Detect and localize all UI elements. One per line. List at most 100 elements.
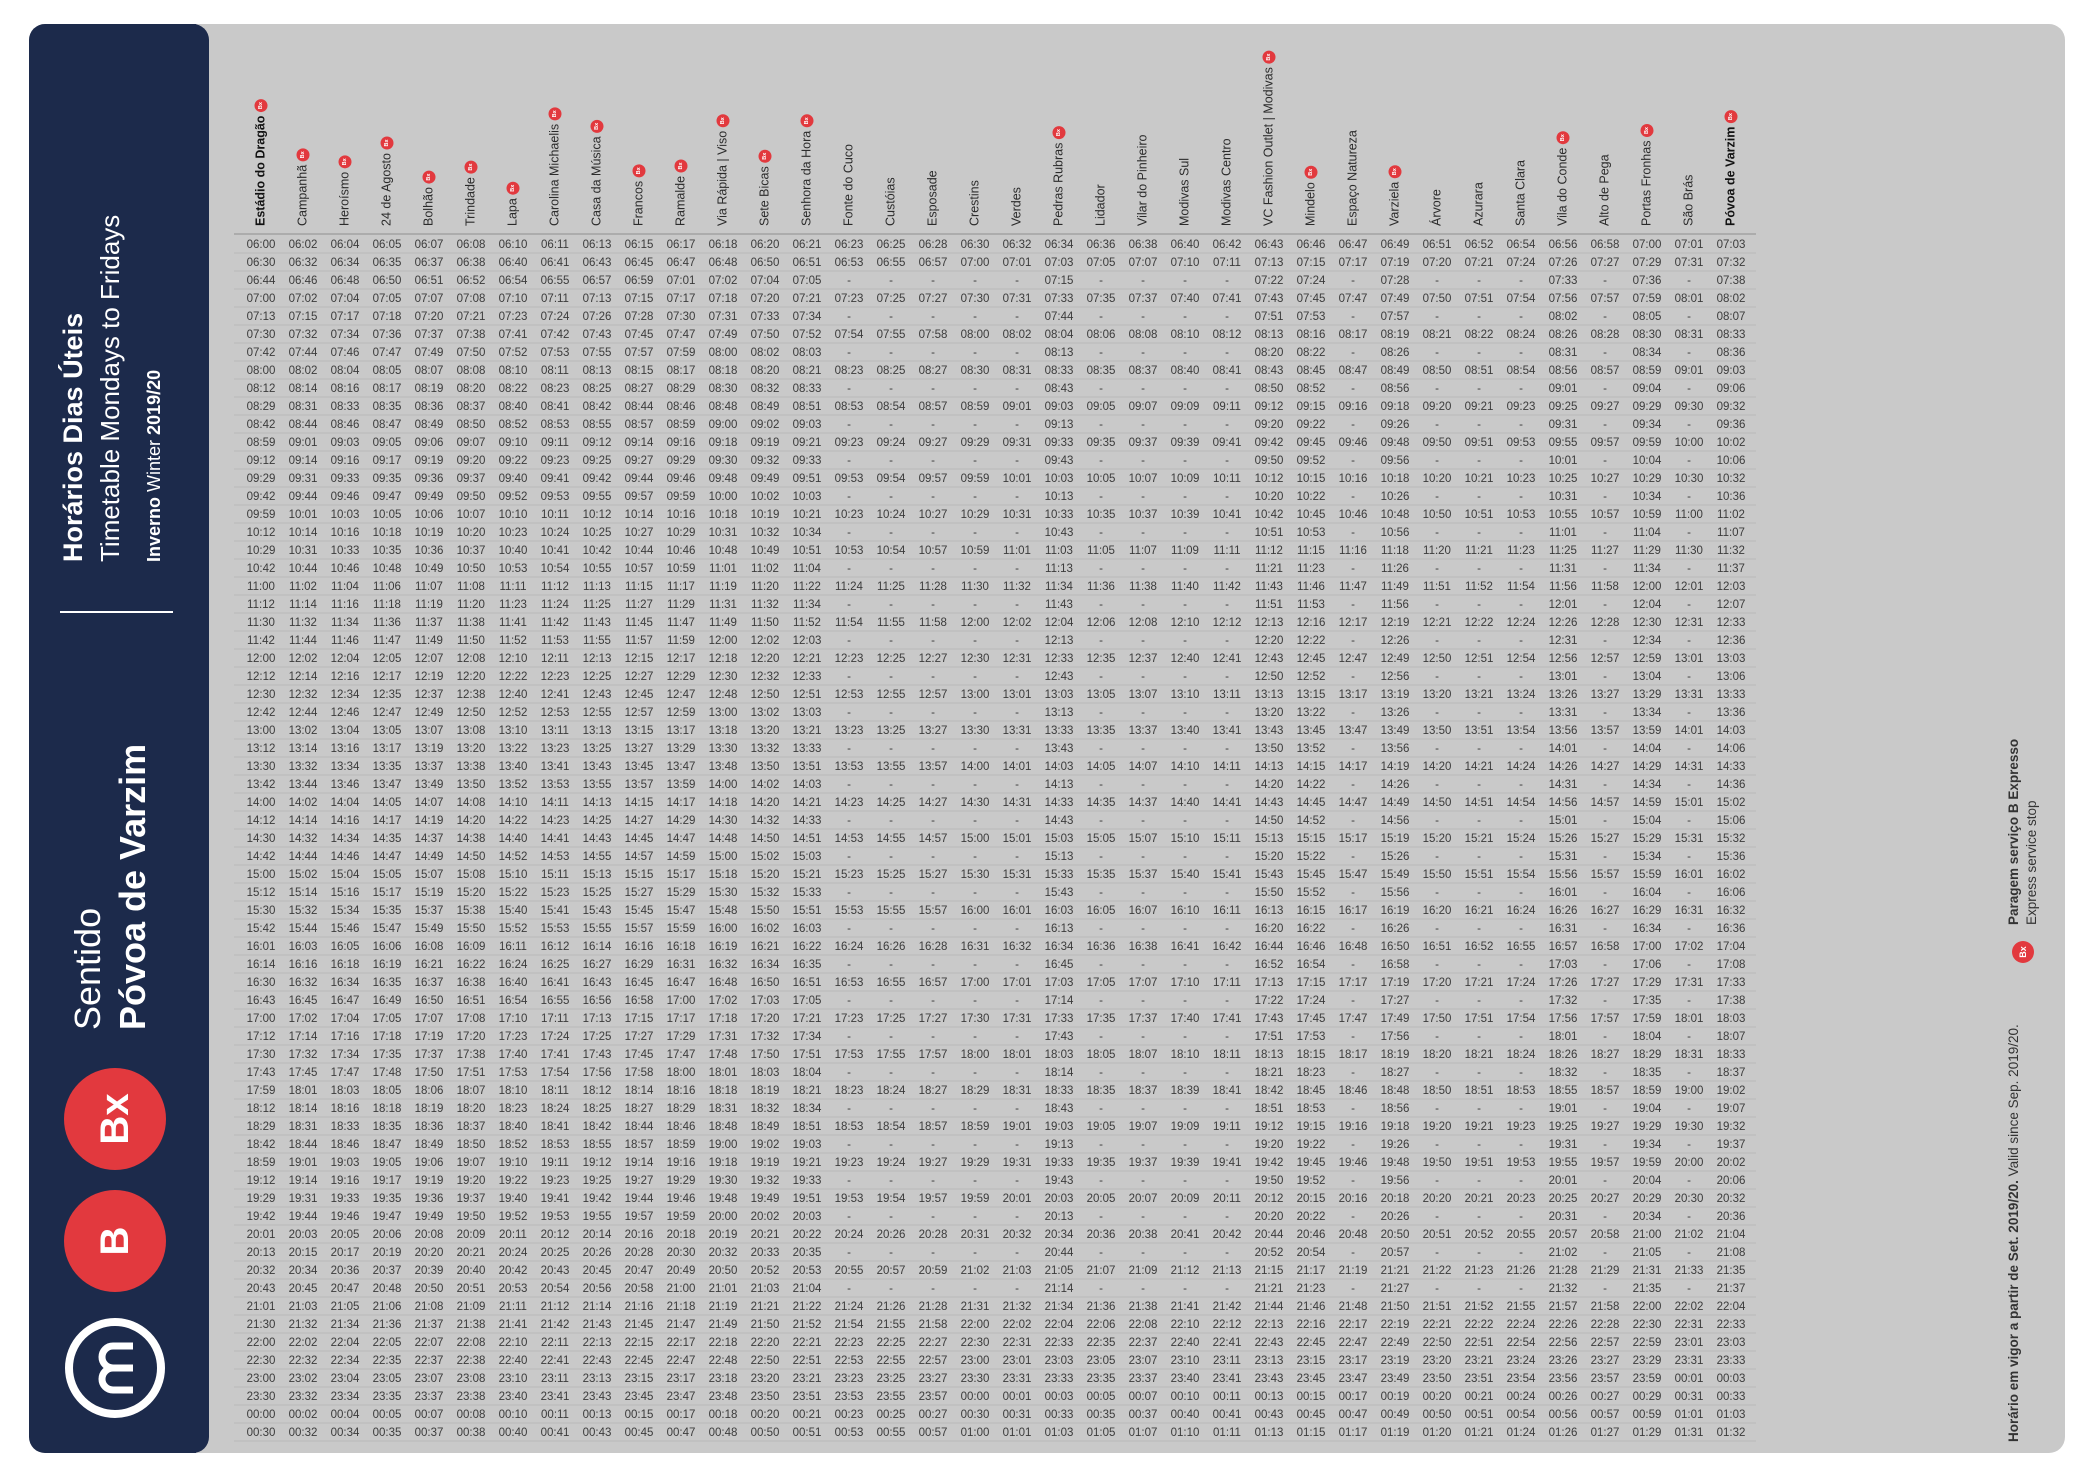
time-cell: 16:27 [1591,905,1620,917]
time-cell: 20:33 [751,1247,780,1259]
time-cell: - [973,491,977,503]
time-cell: 17:03 [1045,977,1074,989]
time-cell: - [1351,563,1355,575]
time-cell: 11:23 [499,599,527,611]
time-cell: 22:37 [415,1355,444,1367]
time-cell: 10:56 [1381,527,1410,539]
time-cell: 08:29 [247,401,276,413]
time-cell: 15:32 [289,905,318,917]
express-icon-text: Bx [468,163,474,171]
time-cell: 19:29 [247,1193,276,1205]
time-cell: 14:03 [1045,761,1074,773]
time-cell: - [1183,707,1187,719]
express-icon-text: Bx [720,116,726,124]
time-cell: 22:47 [667,1355,696,1367]
time-cell: 18:14 [625,1085,654,1097]
time-cell: - [1519,923,1523,935]
time-cell: 14:52 [499,851,528,863]
time-cell: 01:15 [1297,1427,1326,1439]
time-cell: 07:37 [1129,293,1158,305]
time-cell: 10:14 [625,509,654,521]
time-cell: - [1099,995,1103,1007]
time-cell: 00:13 [1255,1391,1284,1403]
time-cell: 22:19 [1381,1319,1410,1331]
time-cell: - [847,455,851,467]
time-cell: 12:57 [1591,653,1620,665]
time-cell: 08:00 [961,329,990,341]
time-cell: 09:47 [373,491,402,503]
time-cell: - [1099,563,1103,575]
time-cell: 23:17 [1339,1355,1368,1367]
time-cell: - [1183,1247,1187,1259]
time-cell: 20:51 [1423,1229,1452,1241]
time-cell: 11:49 [1381,581,1409,593]
time-cell: 12:35 [373,689,402,701]
time-cell: 12:07 [415,653,444,665]
time-cell: 16:34 [331,977,360,989]
time-cell: 08:11 [541,365,569,377]
time-cell: - [1225,1211,1229,1223]
time-cell: 11:34 [331,617,360,629]
time-cell: 17:51 [1255,1031,1284,1043]
time-cell: 09:32 [1717,401,1746,413]
time-cell: 20:05 [1087,1193,1116,1205]
time-cell: 22:54 [1507,1337,1536,1349]
time-cell: 08:20 [457,383,486,395]
time-cell: 17:48 [709,1049,738,1061]
time-cell: - [1603,1211,1607,1223]
time-cell: 17:04 [331,1013,360,1025]
time-cell: 17:29 [667,1031,696,1043]
time-cell: 19:57 [919,1193,948,1205]
time-cell: 20:06 [1717,1175,1746,1187]
time-cell: 08:59 [1633,365,1662,377]
time-cell: 23:43 [1255,1373,1284,1385]
time-cell: 12:15 [625,653,654,665]
time-cell: - [1477,1247,1481,1259]
time-cell: 17:25 [583,1031,612,1043]
time-cell: 15:13 [583,869,612,881]
time-cell: - [847,959,851,971]
time-cell: - [1015,383,1019,395]
time-cell: 09:31 [1549,419,1578,431]
time-cell: - [1435,635,1439,647]
time-cell: - [1435,527,1439,539]
time-cell: - [973,995,977,1007]
time-cell: 15:00 [961,833,990,845]
time-cell: 01:29 [1633,1427,1662,1439]
time-cell: 17:10 [499,1013,528,1025]
time-cell: 08:50 [1423,365,1452,377]
time-cell: - [1477,1211,1481,1223]
time-cell: 12:23 [541,671,570,683]
time-cell: 13:53 [541,779,570,791]
time-cell: 00:59 [1633,1409,1662,1421]
time-cell: 14:20 [1255,779,1284,791]
time-cell: 09:43 [1045,455,1074,467]
time-cell: - [1435,707,1439,719]
time-cell: 12:36 [1717,635,1746,647]
time-cell: - [931,1067,935,1079]
time-cell: - [1183,815,1187,827]
station-name: Trindade [463,177,477,226]
time-cell: 22:22 [1465,1319,1494,1331]
time-cell: 19:00 [709,1139,738,1151]
time-cell: 10:31 [709,527,738,539]
time-cell: - [1183,923,1187,935]
time-cell: - [1225,1247,1229,1259]
time-cell: - [1519,635,1523,647]
time-cell: 06:34 [1045,239,1074,251]
time-cell: 23:07 [1129,1355,1158,1367]
time-cell: 11:20 [457,599,485,611]
time-cell: 20:05 [331,1229,360,1241]
time-cell: 18:23 [499,1103,528,1115]
time-cell: 12:12 [1213,617,1242,629]
express-icon [422,170,436,184]
time-cell: 20:15 [1297,1193,1326,1205]
time-cell: 09:55 [583,491,612,503]
time-cell: - [931,347,935,359]
time-cell: - [1015,1211,1019,1223]
time-cell: 07:33 [751,311,780,323]
time-cell: 15:07 [1129,833,1158,845]
time-cell: 10:55 [1549,509,1578,521]
time-cell: - [1477,563,1481,575]
time-cell: - [1351,707,1355,719]
